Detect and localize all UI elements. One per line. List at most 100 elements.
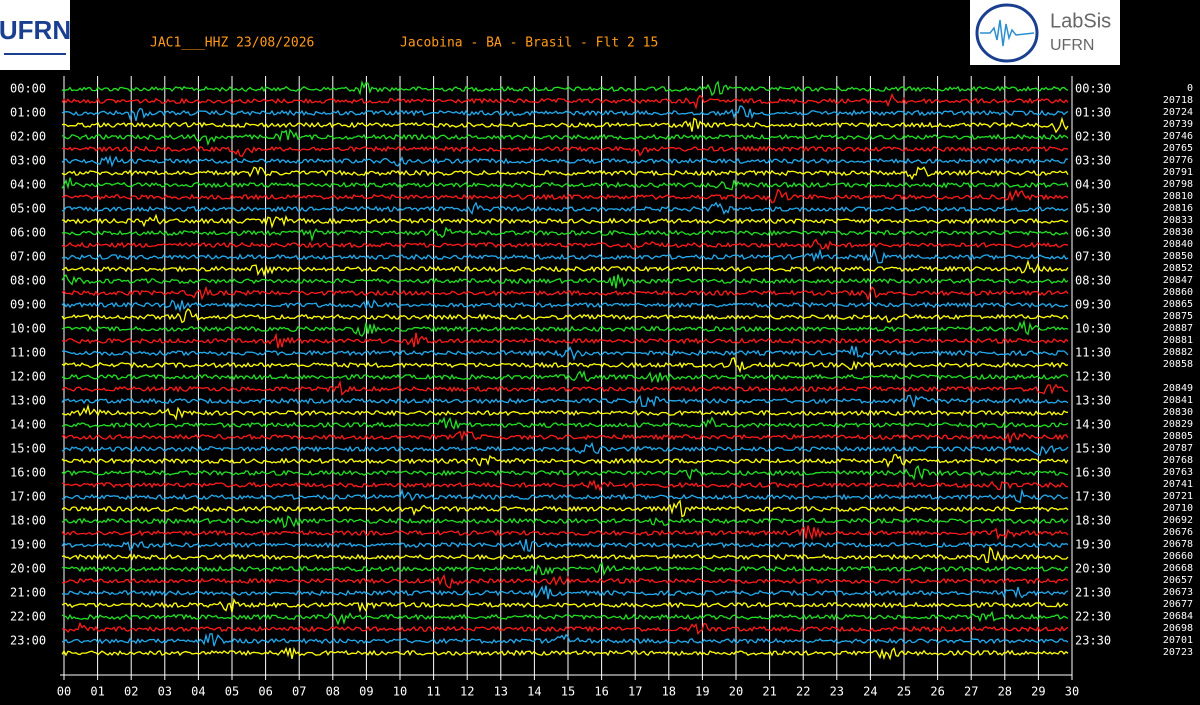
count-label: 20668 (1163, 563, 1193, 574)
seismic-trace (61, 273, 1069, 289)
count-label: 20829 (1163, 419, 1193, 430)
time-label: 21:30 (1075, 586, 1111, 600)
x-tick-label: 02 (124, 685, 138, 699)
seismic-trace (61, 416, 1069, 430)
time-label: 08:00 (10, 274, 46, 288)
count-label: 20840 (1163, 239, 1193, 250)
seismic-trace (61, 441, 1069, 456)
time-label: 20:00 (10, 562, 46, 576)
count-label: 20684 (1163, 611, 1193, 622)
seismic-trace (61, 246, 1069, 264)
count-label: 20677 (1163, 599, 1193, 610)
seismic-trace (61, 597, 1069, 613)
count-label: 20765 (1163, 143, 1193, 154)
time-label: 04:00 (10, 178, 46, 192)
count-label: 20724 (1163, 107, 1193, 118)
logo-wave (980, 19, 1035, 47)
count-label: 0 (1187, 83, 1193, 94)
x-tick-label: 25 (897, 685, 911, 699)
seismic-trace (61, 80, 1069, 97)
time-label: 15:00 (10, 442, 46, 456)
seismic-trace (61, 573, 1069, 589)
labels: 00 01 02 03 04 05 06 07 08 09 10 11 12 13 14 15 16 17 18 19… (10, 82, 1193, 699)
x-tick-label: 12 (460, 685, 474, 699)
ufrn-logo: UFRN (0, 0, 71, 70)
seismic-trace (61, 213, 1069, 229)
count-label: 20746 (1163, 131, 1193, 142)
seismic-trace (61, 561, 1069, 577)
x-tick-label: 05 (225, 685, 239, 699)
seismic-trace (61, 646, 1069, 661)
time-label: 19:00 (10, 538, 46, 552)
count-label: 20791 (1163, 167, 1193, 178)
time-label: 19:30 (1075, 538, 1111, 552)
time-label: 06:00 (10, 226, 46, 240)
x-tick-label: 08 (326, 685, 340, 699)
count-label: 20852 (1163, 263, 1193, 274)
x-tick-label: 30 (1065, 685, 1079, 699)
seismic-trace (61, 538, 1069, 553)
time-label: 15:30 (1075, 442, 1111, 456)
count-label: 20723 (1163, 647, 1193, 658)
count-label: 20858 (1163, 359, 1193, 370)
x-tick-label: 19 (695, 685, 709, 699)
time-label: 23:30 (1075, 634, 1111, 648)
time-label: 02:30 (1075, 130, 1111, 144)
x-tick-label: 27 (964, 685, 978, 699)
logo-subtitle: UFRN (1050, 37, 1094, 54)
time-label: 12:30 (1075, 370, 1111, 384)
time-label: 14:30 (1075, 418, 1111, 432)
count-label: 20833 (1163, 215, 1193, 226)
time-label: 14:00 (10, 418, 46, 432)
seismic-trace (61, 394, 1069, 408)
seismic-trace (62, 369, 1069, 384)
time-label: 00:30 (1075, 82, 1111, 96)
time-label: 17:30 (1075, 490, 1111, 504)
x-tick-label: 23 (830, 685, 844, 699)
count-label: 20816 (1163, 203, 1193, 214)
count-label: 20865 (1163, 299, 1193, 310)
x-tick-label: 20 (729, 685, 743, 699)
logo-text: UFRN (0, 15, 71, 45)
time-label: 11:00 (10, 346, 46, 360)
time-label: 01:00 (10, 106, 46, 120)
time-label: 04:30 (1075, 178, 1111, 192)
seismic-trace (61, 633, 1069, 647)
count-label: 20805 (1163, 431, 1193, 442)
seismic-trace (61, 92, 1069, 110)
seismic-trace (61, 116, 1069, 134)
time-label: 23:00 (10, 634, 46, 648)
count-label: 20657 (1163, 575, 1193, 586)
seismic-trace (61, 299, 1069, 313)
x-tick-label: 09 (359, 685, 373, 699)
seismic-trace (61, 105, 1069, 121)
seismic-trace (61, 621, 1069, 636)
x-tick-label: 00 (57, 685, 71, 699)
count-label: 20847 (1163, 275, 1193, 286)
time-label: 06:30 (1075, 226, 1111, 240)
time-label: 22:00 (10, 610, 46, 624)
time-label: 17:00 (10, 490, 46, 504)
time-label: 03:00 (10, 154, 46, 168)
x-tick-label: 16 (594, 685, 608, 699)
x-tick-label: 21 (762, 685, 776, 699)
count-label: 20850 (1163, 251, 1193, 262)
time-label: 12:00 (10, 370, 46, 384)
seismic-trace (61, 499, 1069, 518)
seismic-trace (61, 515, 1069, 529)
seismic-trace (61, 238, 1069, 251)
count-label: 20887 (1163, 323, 1193, 334)
x-tick-label: 06 (258, 685, 272, 699)
seismic-trace (61, 128, 1069, 147)
time-label: 09:30 (1075, 298, 1111, 312)
labsis-logo: LabSis UFRN (970, 0, 1120, 65)
time-label: 05:30 (1075, 202, 1111, 216)
time-label: 18:30 (1075, 514, 1111, 528)
x-tick-label: 11 (426, 685, 440, 699)
x-tick-label: 24 (863, 685, 877, 699)
count-label: 20692 (1163, 515, 1193, 526)
count-label: 20673 (1163, 587, 1193, 598)
seismic-trace (61, 177, 1069, 191)
